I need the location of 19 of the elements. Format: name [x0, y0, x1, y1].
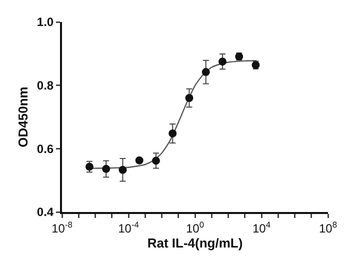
x-tick-label: 10$^{-8}$	[52, 219, 73, 236]
x-tick-label: 10$^{-4}$	[118, 219, 140, 236]
x-tick-label: 10$^{0}$	[186, 219, 204, 236]
point	[152, 156, 160, 165]
y-tick-label: 0.4	[36, 205, 54, 220]
y-tick-label: 0.6	[36, 142, 54, 156]
x-tick-label: 10$^{4}$	[252, 219, 271, 236]
x-tick-label: 10$^{8}$	[318, 219, 338, 236]
point	[218, 58, 226, 66]
y-tick-label: 0.8	[36, 78, 54, 93]
point	[118, 166, 127, 174]
point	[185, 94, 194, 102]
x-axis-title: Rat IL-4(ng/mL)	[147, 236, 243, 250]
point	[135, 156, 144, 164]
point	[202, 68, 210, 76]
y-tick-label: 1.0	[36, 15, 54, 30]
point	[102, 164, 110, 173]
point	[168, 129, 177, 138]
y-axis-title: OD450nm	[15, 86, 30, 148]
